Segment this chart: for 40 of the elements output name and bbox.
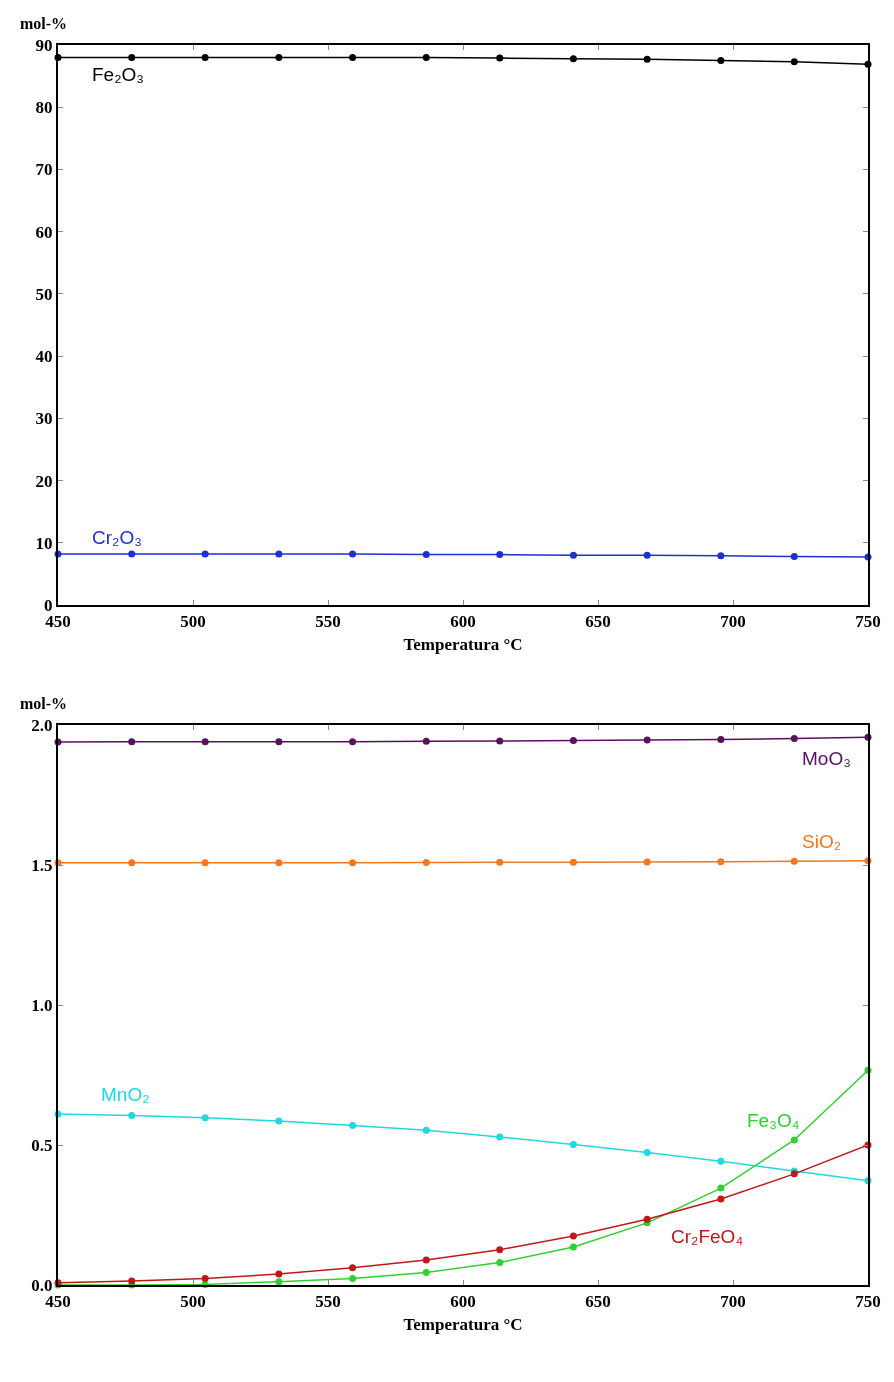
- x-tick-label: 750: [855, 1292, 881, 1312]
- y-tick-label: 2.0: [31, 715, 53, 735]
- series-label: Fe₂O₃: [92, 64, 145, 85]
- y-tick-label: 30: [35, 409, 53, 429]
- y-tick-label: 20: [35, 471, 53, 491]
- x-tick-label: 600: [450, 1292, 476, 1312]
- y-tick-label: 80: [35, 98, 53, 118]
- x-axis-title: Temperatura °C: [403, 1315, 523, 1335]
- x-tick-label: 450: [45, 612, 71, 632]
- y-tick-label: 50: [35, 284, 53, 304]
- y-tick-label: 1.0: [31, 995, 53, 1015]
- x-tick-label: 600: [450, 612, 476, 632]
- x-tick-label: 550: [315, 612, 341, 632]
- x-tick-label: 450: [45, 1292, 71, 1312]
- y-tick-label: 0.5: [31, 1135, 53, 1155]
- series-label: Cr₂O₃: [92, 527, 142, 548]
- y-axis-title: mol-%: [20, 695, 68, 712]
- x-tick-label: 550: [315, 1292, 341, 1312]
- x-tick-label: 700: [720, 612, 746, 632]
- y-tick-label: 0: [44, 595, 53, 615]
- x-axis-title: Temperatura °C: [403, 635, 523, 655]
- series-label: MnO₂: [101, 1084, 150, 1105]
- x-tick-label: 750: [855, 612, 881, 632]
- y-tick-label: 0.0: [31, 1275, 53, 1295]
- y-tick-label: 1.5: [31, 855, 53, 875]
- y-tick-label: 40: [35, 347, 53, 367]
- x-tick-label: 650: [585, 1292, 611, 1312]
- series-label: Fe₃O₄: [747, 1110, 800, 1131]
- y-tick-label: 70: [35, 160, 53, 180]
- x-tick-label: 500: [180, 612, 206, 632]
- series-label: SiO₂: [802, 831, 842, 852]
- x-tick-label: 650: [585, 612, 611, 632]
- x-tick-label: 700: [720, 1292, 746, 1312]
- y-axis-title: mol-%: [20, 15, 68, 32]
- y-tick-label: 10: [35, 533, 53, 553]
- x-tick-label: 500: [180, 1292, 206, 1312]
- y-tick-label: 60: [35, 222, 53, 242]
- y-tick-label: 90: [35, 35, 53, 55]
- series-label: MoO₃: [802, 748, 851, 769]
- series-label: Cr₂FeO₄: [671, 1226, 744, 1247]
